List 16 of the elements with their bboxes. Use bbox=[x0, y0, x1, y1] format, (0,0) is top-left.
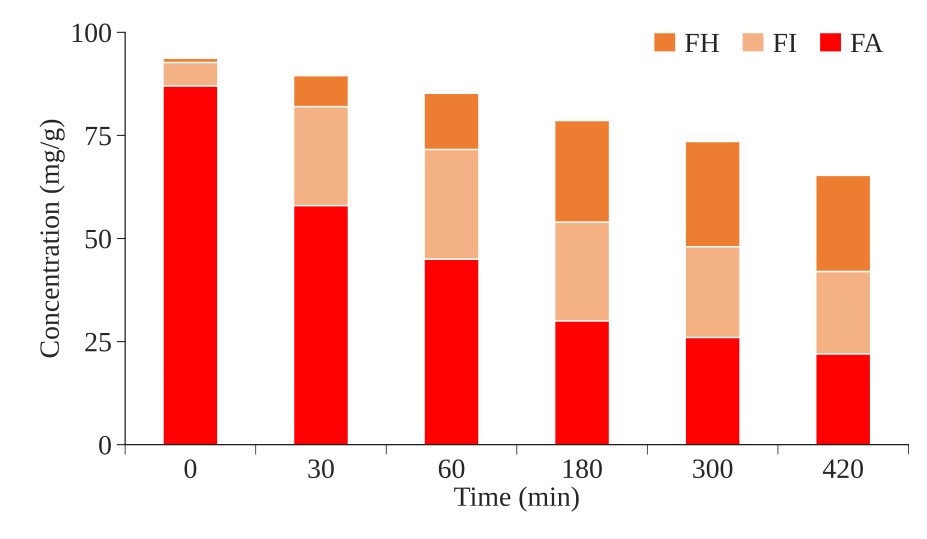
y-axis-title: Concentration (mg/g) bbox=[39, 120, 65, 358]
y-tick-label: 0 bbox=[99, 436, 111, 455]
y-tick-label: 25 bbox=[85, 332, 111, 352]
y-tick-label: 100 bbox=[72, 24, 111, 42]
x-tick-label: 0 bbox=[184, 459, 196, 478]
y-tick-label: 50 bbox=[86, 230, 111, 248]
legend-label: FI bbox=[773, 34, 796, 52]
x-tick-label: 420 bbox=[822, 459, 863, 478]
x-tick-label: 180 bbox=[564, 459, 602, 478]
legend-label: FA bbox=[850, 34, 884, 52]
x-axis-title: Time (min) bbox=[454, 486, 579, 512]
y-tick-label: 75 bbox=[86, 126, 111, 146]
x-tick-label: 30 bbox=[308, 459, 334, 478]
x-tick-label: 300 bbox=[693, 459, 732, 478]
x-tick-label: 60 bbox=[438, 459, 464, 478]
legend-label: FH bbox=[685, 34, 719, 52]
